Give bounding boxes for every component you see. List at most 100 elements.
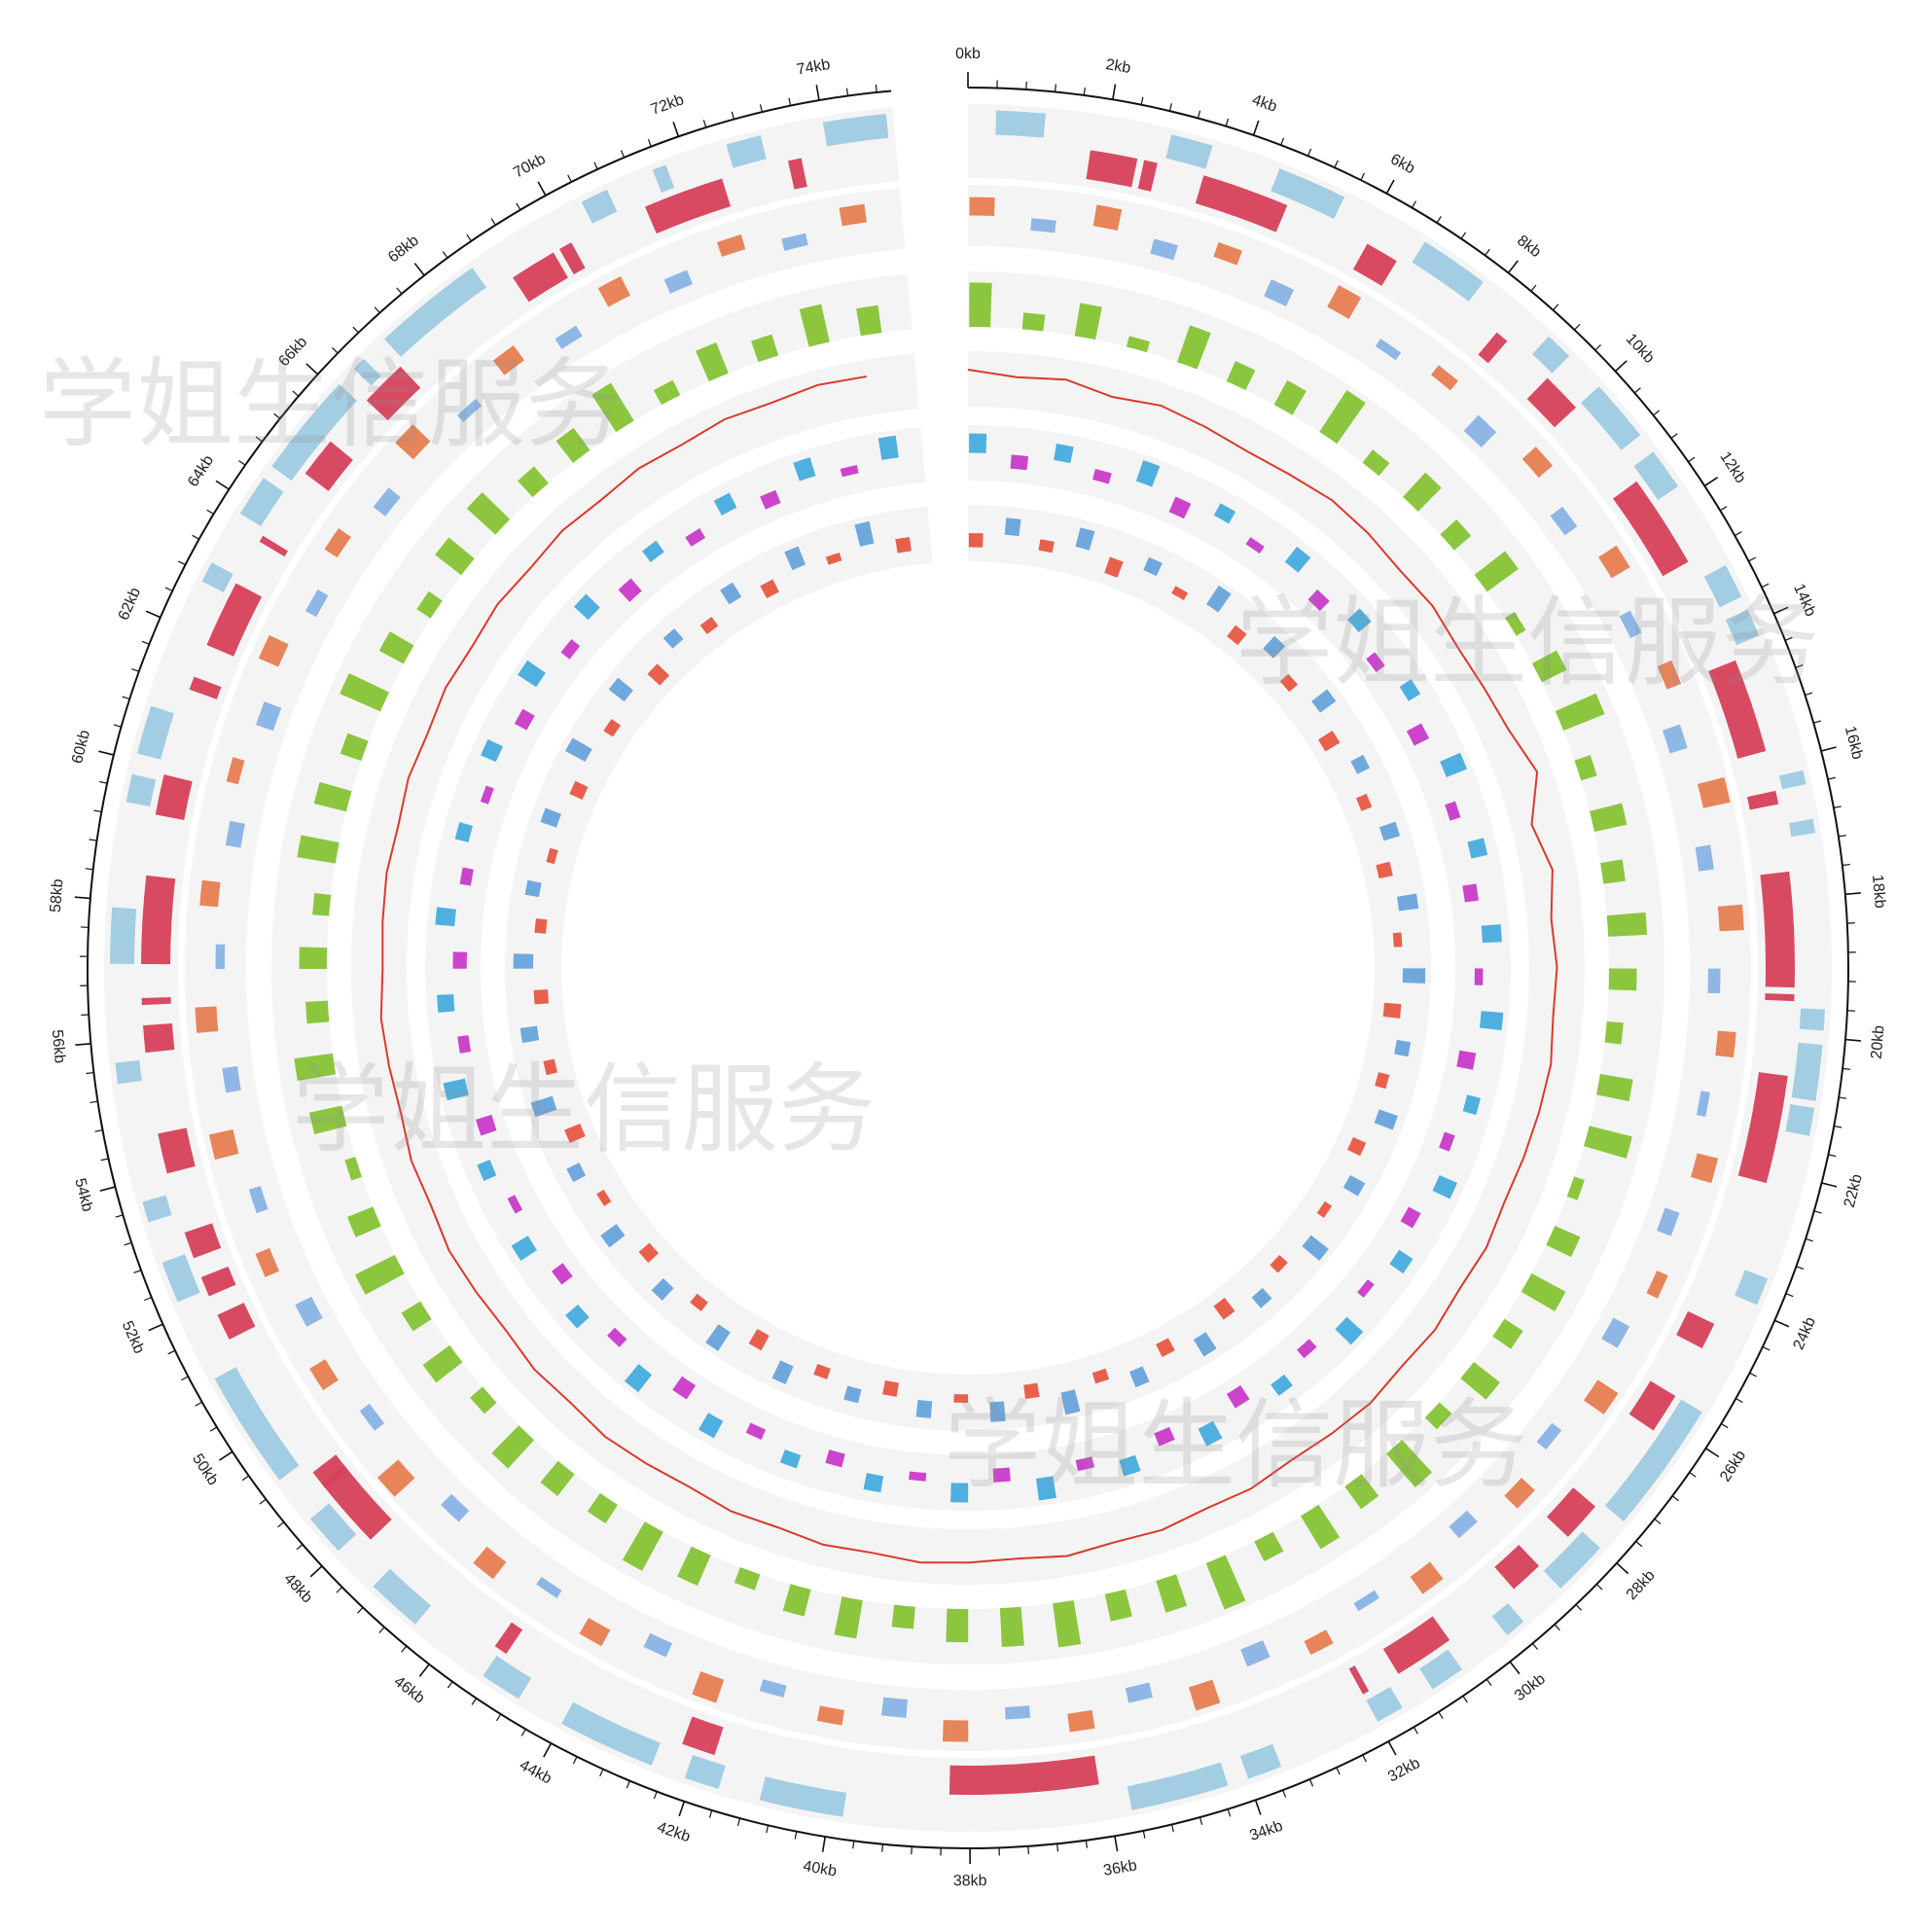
bar <box>1350 754 1371 774</box>
major-tick <box>1114 1836 1119 1852</box>
major-tick <box>219 1450 233 1461</box>
bar <box>1546 1226 1581 1258</box>
bar <box>1316 1200 1333 1218</box>
minor-tick <box>296 1544 304 1551</box>
tick-label: 22kb <box>1842 1172 1866 1209</box>
bar <box>1353 1590 1379 1612</box>
bar <box>1038 539 1055 554</box>
bar <box>1284 546 1311 573</box>
bar <box>618 578 642 602</box>
bar <box>854 520 875 547</box>
bar <box>443 1078 469 1101</box>
minor-tick <box>875 84 877 92</box>
bar <box>1449 1510 1478 1539</box>
tick-label: 28kb <box>1624 1567 1659 1603</box>
bar <box>1505 612 1526 636</box>
bar <box>713 492 737 516</box>
gene <box>1708 660 1767 759</box>
tick-label: 20kb <box>1869 1024 1888 1059</box>
bar <box>1104 556 1124 578</box>
minor-tick <box>85 868 93 871</box>
major-tick <box>1385 179 1395 195</box>
gene <box>259 535 288 557</box>
tick-label: 72kb <box>649 91 686 119</box>
major-tick <box>1614 360 1628 373</box>
gene <box>1419 1649 1462 1690</box>
major-tick <box>1773 606 1789 615</box>
bar <box>587 1492 618 1524</box>
bar <box>968 533 984 548</box>
bar <box>308 1105 347 1135</box>
watermarks: 学姐生信服务 学姐生信服务 学姐生信服务 学姐生信服务 <box>39 347 1819 1502</box>
gene <box>1366 1686 1403 1722</box>
bar <box>530 1095 557 1118</box>
bar <box>344 1157 362 1181</box>
gene <box>201 562 233 592</box>
bar <box>1662 724 1688 754</box>
bar <box>760 579 779 599</box>
bar <box>720 582 742 605</box>
bar <box>258 634 289 667</box>
major-tick <box>815 85 820 101</box>
bar <box>638 1242 660 1264</box>
minor-tick <box>113 724 122 728</box>
minor-tick <box>520 1729 526 1736</box>
minor-tick <box>1362 1754 1367 1763</box>
bar <box>1226 361 1256 391</box>
major-tick <box>672 121 680 137</box>
bar <box>607 1327 627 1347</box>
bar <box>456 399 483 422</box>
gene <box>304 441 353 491</box>
bar <box>1347 608 1372 632</box>
bar <box>1273 379 1306 415</box>
bar <box>1053 1599 1082 1648</box>
bar <box>698 1413 724 1439</box>
bar <box>1227 625 1247 646</box>
bar <box>376 1459 415 1497</box>
gene <box>373 1568 431 1625</box>
tick-label: 18kb <box>1869 874 1888 909</box>
tick-label: 52kb <box>119 1319 148 1357</box>
minor-tick <box>1197 110 1201 119</box>
gene <box>1494 1545 1540 1590</box>
bar <box>457 1035 472 1054</box>
minor-tick <box>1168 103 1172 112</box>
gene <box>1760 871 1795 988</box>
bar <box>1327 285 1362 319</box>
minor-tick <box>647 138 652 147</box>
tick-label: 0kb <box>955 46 981 62</box>
bar <box>882 1380 900 1397</box>
gene <box>1737 1072 1788 1184</box>
gene <box>1765 993 1795 1002</box>
minor-tick <box>1199 1816 1203 1825</box>
bar <box>1555 693 1605 732</box>
bar <box>1396 893 1419 912</box>
bar <box>354 1255 405 1296</box>
bar <box>1584 1126 1632 1159</box>
gene <box>141 996 171 1006</box>
minor-tick <box>374 306 380 314</box>
bar <box>1311 689 1337 713</box>
bar <box>622 1521 663 1571</box>
bar <box>524 879 542 898</box>
minor-tick <box>133 1270 142 1274</box>
bar <box>1584 1379 1619 1414</box>
gene <box>1613 481 1689 577</box>
minor-tick <box>1054 84 1056 92</box>
bar <box>551 1263 573 1285</box>
gene <box>206 583 263 657</box>
tick-label: 6kb <box>1387 151 1417 177</box>
minor-tick <box>332 346 339 354</box>
bar <box>677 1546 711 1586</box>
bar <box>1440 519 1472 551</box>
bar <box>1177 325 1211 370</box>
bar <box>799 304 830 347</box>
tick-label: 16kb <box>1842 725 1866 762</box>
bar <box>1566 1176 1585 1200</box>
minor-tick <box>471 1698 478 1705</box>
minor-tick <box>1025 81 1027 90</box>
bar <box>1375 1072 1390 1090</box>
gene <box>353 358 381 386</box>
bar <box>989 1401 1006 1422</box>
watermark: 学姐生信服务 <box>1235 586 1819 699</box>
